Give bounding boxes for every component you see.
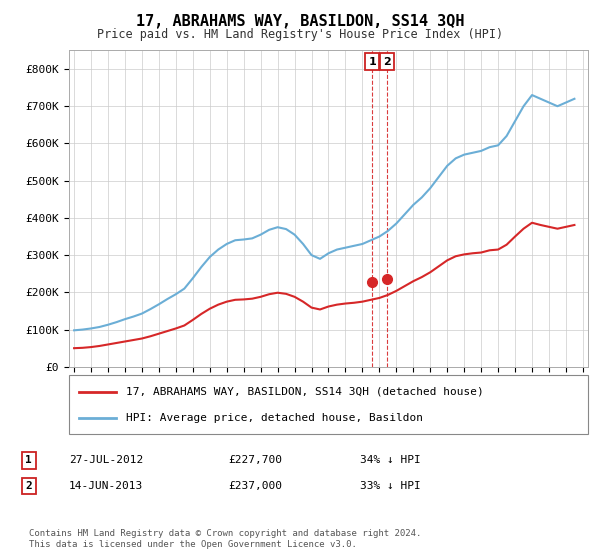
- Text: 17, ABRAHAMS WAY, BASILDON, SS14 3QH (detached house): 17, ABRAHAMS WAY, BASILDON, SS14 3QH (de…: [126, 386, 484, 396]
- Text: 34% ↓ HPI: 34% ↓ HPI: [360, 455, 421, 465]
- Text: £237,000: £237,000: [228, 481, 282, 491]
- Text: 1: 1: [368, 57, 376, 67]
- FancyBboxPatch shape: [69, 375, 588, 434]
- Text: Price paid vs. HM Land Registry's House Price Index (HPI): Price paid vs. HM Land Registry's House …: [97, 28, 503, 41]
- Text: 27-JUL-2012: 27-JUL-2012: [69, 455, 143, 465]
- Text: 14-JUN-2013: 14-JUN-2013: [69, 481, 143, 491]
- Text: £227,700: £227,700: [228, 455, 282, 465]
- Text: 1: 1: [25, 455, 32, 465]
- Text: Contains HM Land Registry data © Crown copyright and database right 2024.
This d: Contains HM Land Registry data © Crown c…: [29, 529, 421, 549]
- Text: 17, ABRAHAMS WAY, BASILDON, SS14 3QH: 17, ABRAHAMS WAY, BASILDON, SS14 3QH: [136, 14, 464, 29]
- Text: 2: 2: [25, 481, 32, 491]
- Text: HPI: Average price, detached house, Basildon: HPI: Average price, detached house, Basi…: [126, 413, 423, 423]
- Text: 2: 2: [383, 57, 391, 67]
- Text: 33% ↓ HPI: 33% ↓ HPI: [360, 481, 421, 491]
